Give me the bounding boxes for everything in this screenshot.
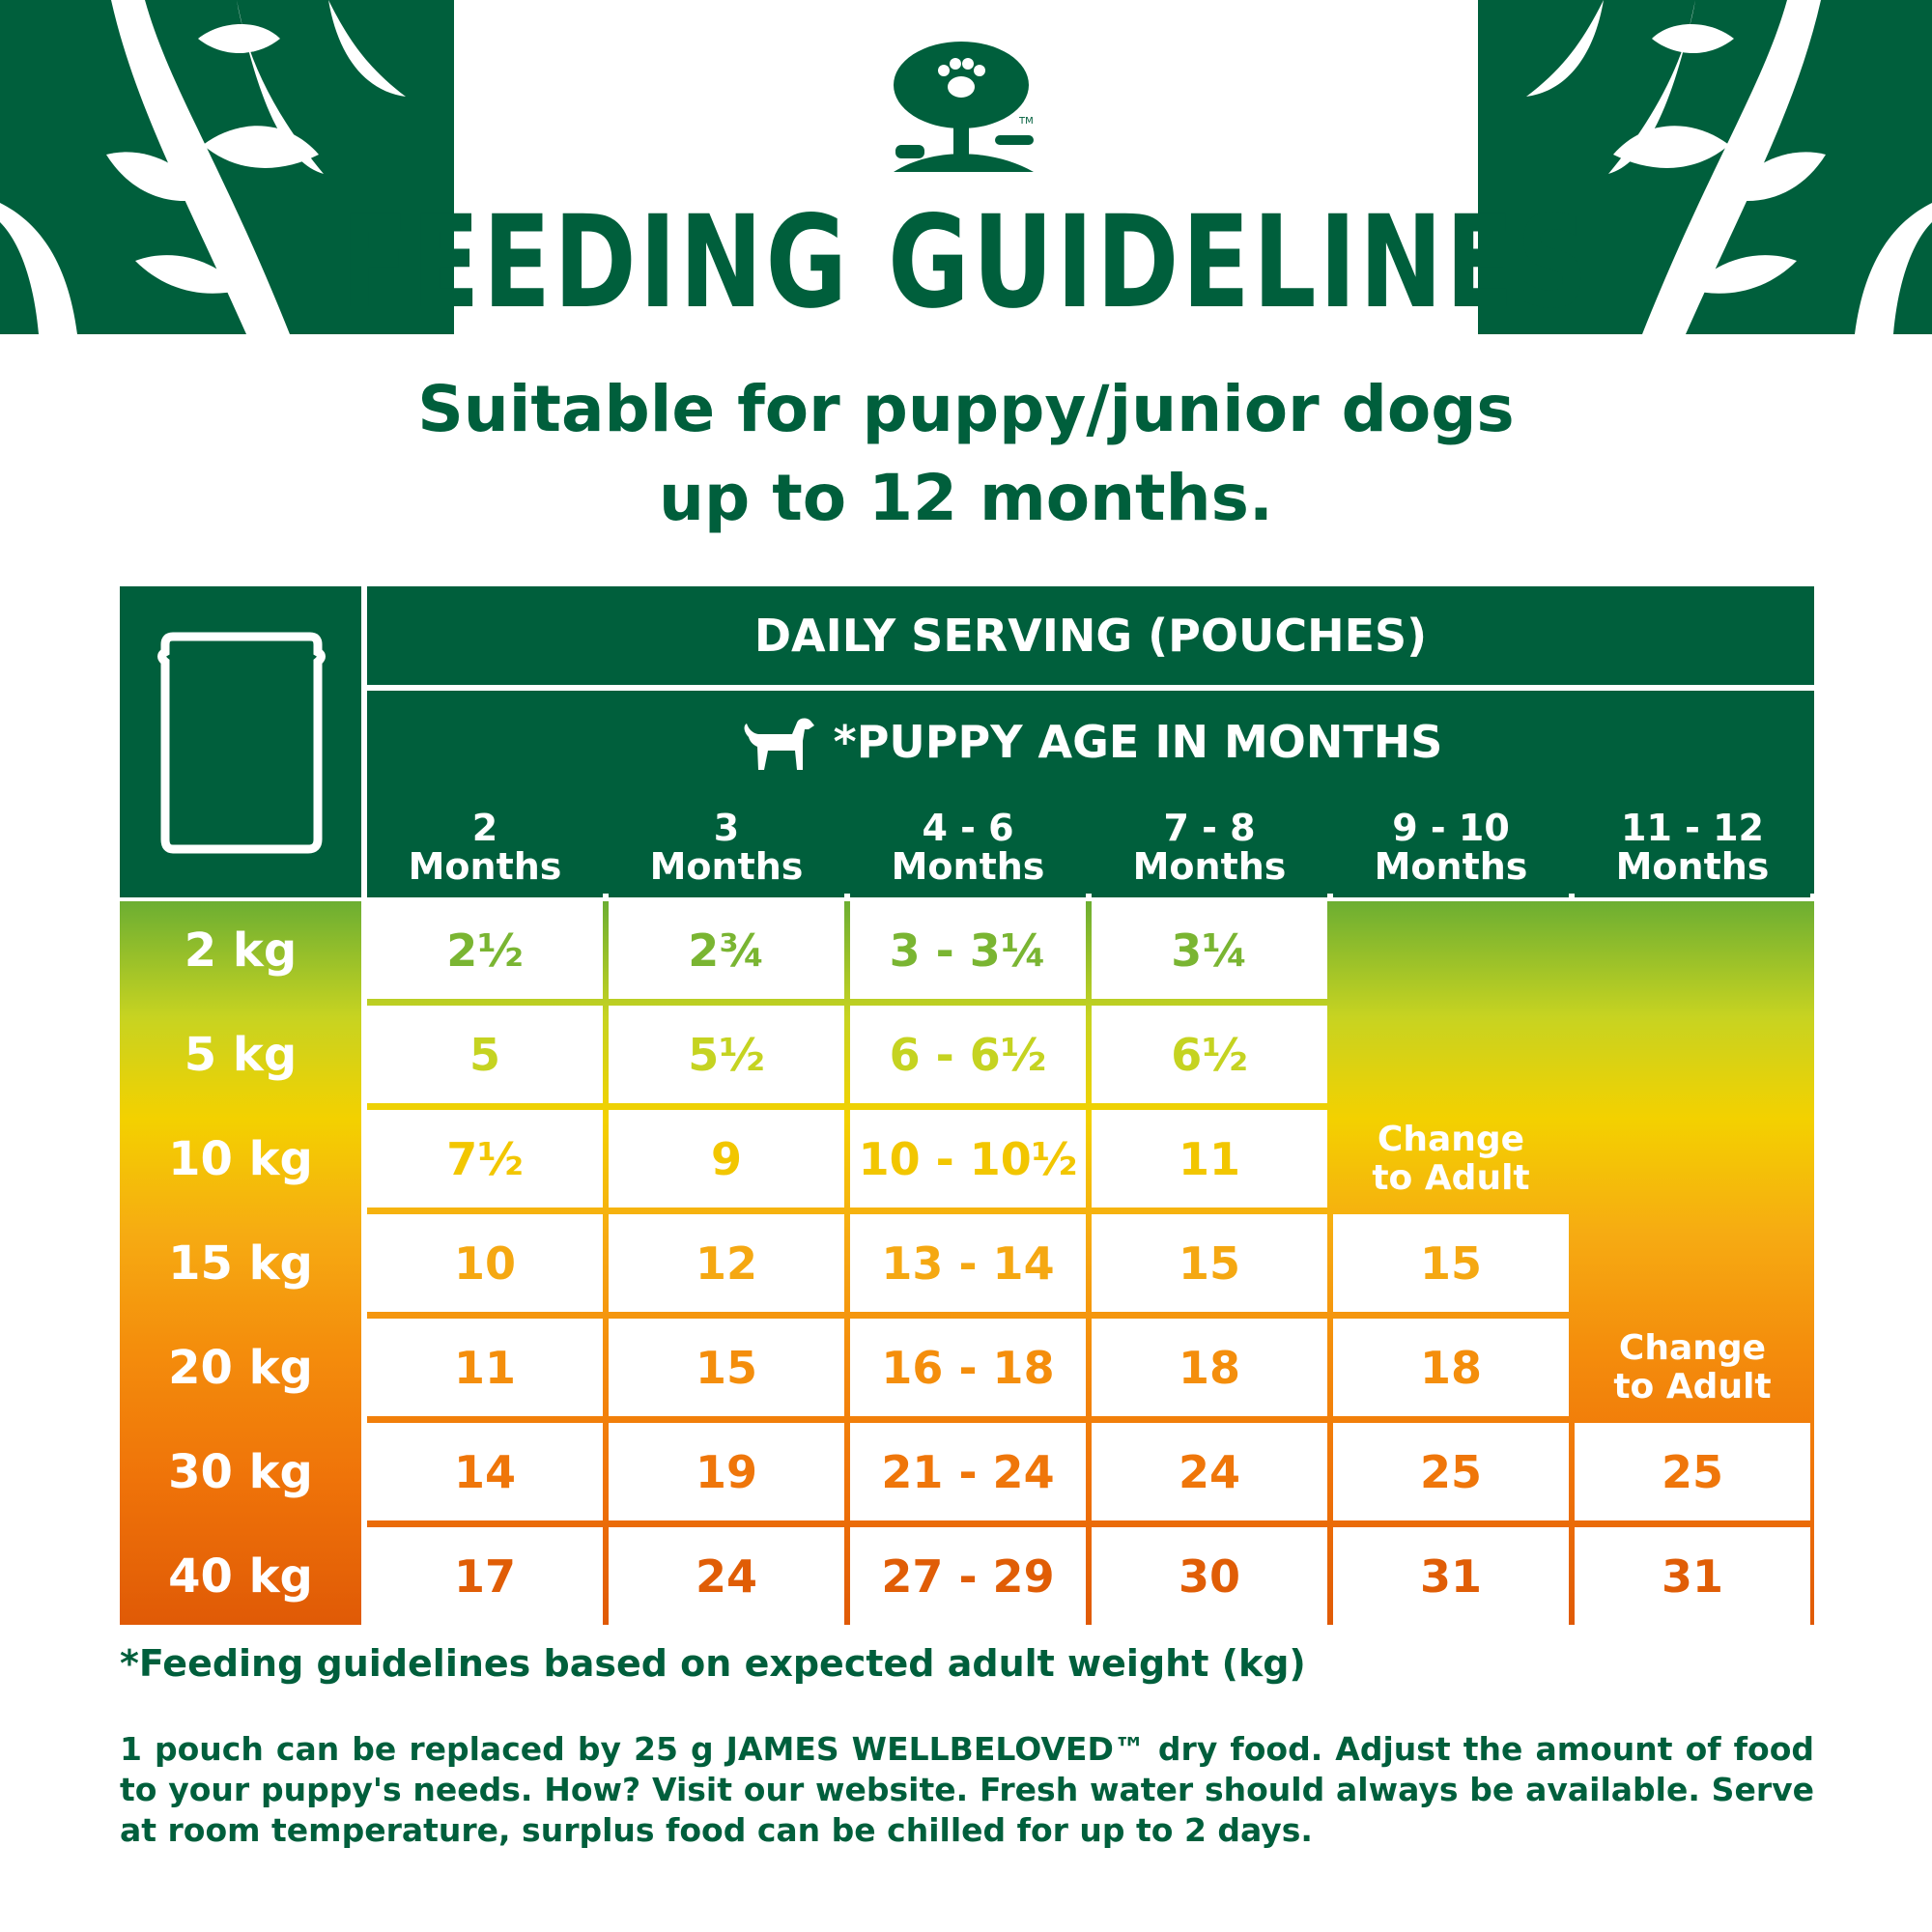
serving-cell: 25 xyxy=(1333,1423,1569,1520)
serving-cell: 3¼ xyxy=(1092,901,1327,999)
change-to-adult-line2: to Adult xyxy=(1372,1157,1530,1198)
subtitle-line-1: Suitable for puppy/junior dogs xyxy=(417,372,1515,446)
footnote: *Feeding guidelines based on expected ad… xyxy=(120,1642,1306,1685)
puppy-age-label: *PUPPY AGE IN MONTHS xyxy=(833,716,1443,768)
daily-serving-header: DAILY SERVING (POUCHES) xyxy=(367,586,1814,685)
age-unit: Months xyxy=(1374,845,1528,888)
puppy-age-header: *PUPPY AGE IN MONTHS xyxy=(367,691,1814,894)
serving-cell: 13 - 14 xyxy=(850,1214,1086,1312)
page-title: FEEDING GUIDELINES xyxy=(340,188,1592,337)
weight-label: 15 kg xyxy=(168,1236,313,1291)
serving-cell: 24 xyxy=(609,1527,844,1625)
serving-cell: 18 xyxy=(1333,1319,1569,1416)
weight-label: 10 kg xyxy=(168,1131,313,1186)
age-column-header: 3 Months xyxy=(609,797,844,897)
serving-cell: 16 - 18 xyxy=(850,1319,1086,1416)
age-column-header: 11 - 12 Months xyxy=(1575,797,1810,897)
svg-text:TM: TM xyxy=(1018,116,1034,127)
serving-cell: 14 xyxy=(367,1423,603,1520)
age-range: 11 - 12 xyxy=(1621,807,1764,849)
serving-cell: 17 xyxy=(367,1527,603,1625)
serving-cell: 27 - 29 xyxy=(850,1527,1086,1625)
serving-cell: 6 - 6½ xyxy=(850,1006,1086,1103)
age-column-header: 2 Months xyxy=(367,797,603,897)
serving-cell: 5 xyxy=(367,1006,603,1103)
age-unit: Months xyxy=(649,845,804,888)
serving-cell: 2¾ xyxy=(609,901,844,999)
feeding-table: DAILY SERVING (POUCHES) *PUPPY AGE IN MO… xyxy=(120,586,1814,1625)
serving-cell: 7½ xyxy=(367,1110,603,1208)
serving-cell: 24 xyxy=(1092,1423,1327,1520)
change-to-adult-line1: Change xyxy=(1618,1327,1767,1368)
weight-label: 20 kg xyxy=(168,1340,313,1395)
pouch-icon xyxy=(157,632,326,854)
age-range: 9 - 10 xyxy=(1392,807,1510,849)
serving-cell: 5½ xyxy=(609,1006,844,1103)
age-unit: Months xyxy=(1132,845,1287,888)
age-column-header: 7 - 8 Months xyxy=(1092,797,1327,897)
serving-cell: 15 xyxy=(609,1319,844,1416)
leaf-decoration-left xyxy=(0,0,454,334)
serving-cell: 25 xyxy=(1575,1423,1810,1520)
serving-cell: 30 xyxy=(1092,1527,1327,1625)
age-column-header: 9 - 10 Months xyxy=(1333,797,1569,897)
age-unit: Months xyxy=(1615,845,1770,888)
serving-cell: 12 xyxy=(609,1214,844,1312)
leaf-decoration-right xyxy=(1478,0,1932,334)
instructions-text: 1 pouch can be replaced by 25 g JAMES WE… xyxy=(120,1730,1814,1849)
serving-cell: 19 xyxy=(609,1423,844,1520)
serving-cell: 11 xyxy=(1092,1110,1327,1208)
serving-cell: 11 xyxy=(367,1319,603,1416)
change-to-adult-note: Change to Adult xyxy=(1575,1328,1810,1406)
age-range: 4 - 6 xyxy=(922,807,1014,849)
weight-label: 40 kg xyxy=(168,1548,313,1604)
serving-cell: 21 - 24 xyxy=(850,1423,1086,1520)
weight-label: 2 kg xyxy=(184,923,298,978)
change-to-adult-line2: to Adult xyxy=(1613,1366,1772,1406)
age-unit: Months xyxy=(891,845,1045,888)
age-range: 2 xyxy=(471,807,498,849)
age-range: 3 xyxy=(713,807,740,849)
serving-cell: 31 xyxy=(1333,1527,1569,1625)
dog-icon xyxy=(744,718,814,770)
age-column-header: 4 - 6 Months xyxy=(850,797,1086,897)
serving-cell: 3 - 3¼ xyxy=(850,901,1086,999)
serving-cell: 31 xyxy=(1575,1527,1810,1625)
weight-column xyxy=(120,901,361,1625)
subtitle: Suitable for puppy/junior dogs up to 12 … xyxy=(0,365,1932,543)
serving-cell: 10 - 10½ xyxy=(850,1110,1086,1208)
weight-label: 30 kg xyxy=(168,1444,313,1499)
change-to-adult-line1: Change xyxy=(1377,1119,1525,1159)
serving-cell: 15 xyxy=(1333,1214,1569,1312)
serving-cell: 15 xyxy=(1092,1214,1327,1312)
serving-cell: 6½ xyxy=(1092,1006,1327,1103)
serving-cell: 18 xyxy=(1092,1319,1327,1416)
table-gradient-background xyxy=(367,901,1814,1625)
weight-label: 5 kg xyxy=(184,1027,298,1082)
age-unit: Months xyxy=(408,845,562,888)
serving-cell: 10 xyxy=(367,1214,603,1312)
subtitle-line-2: up to 12 months. xyxy=(659,461,1273,535)
table-corner xyxy=(120,586,361,897)
serving-cell: 2½ xyxy=(367,901,603,999)
age-range: 7 - 8 xyxy=(1163,807,1256,849)
change-to-adult-note: Change to Adult xyxy=(1333,1120,1569,1198)
tree-logo-icon: TM xyxy=(894,42,1034,172)
serving-cell: 9 xyxy=(609,1110,844,1208)
